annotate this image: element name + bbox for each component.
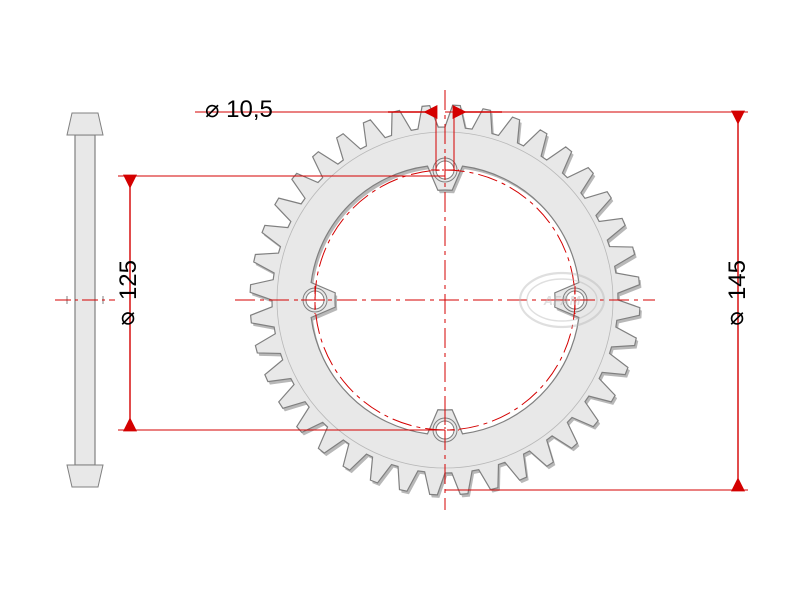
side-profile: [55, 113, 115, 487]
bolt-hole-dim-label: ⌀ 10,5: [205, 95, 273, 124]
bolt-circle-dim-label: ⌀ 125: [115, 260, 143, 335]
sprocket-front: [250, 105, 642, 498]
outer-dim-label: ⌀ 145: [724, 260, 752, 335]
svg-text:AFAM: AFAM: [543, 293, 582, 308]
center-lines: [235, 90, 655, 510]
